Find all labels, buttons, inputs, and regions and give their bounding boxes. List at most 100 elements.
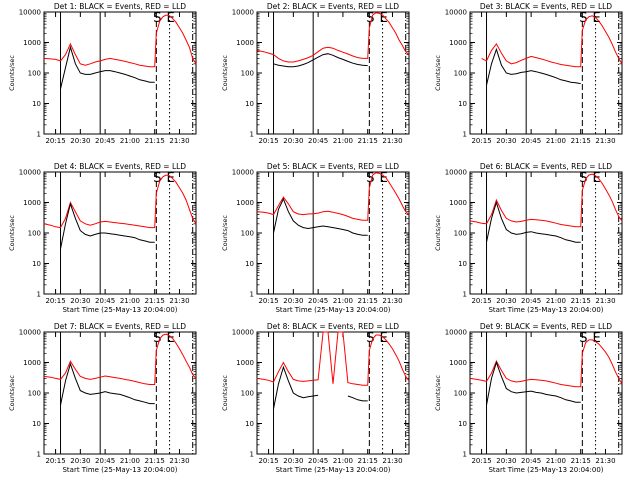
lld-series-line (43, 333, 197, 385)
y-tick-label: 1000 (449, 39, 467, 47)
y-tick-label: 1000 (449, 199, 467, 207)
x-tick-label: 20:45 (521, 137, 541, 145)
lld-series-line (256, 331, 410, 386)
detector-panel: Det 5: BLACK = Events, RED = LLD 1 10 100 10… (221, 162, 410, 314)
panel-title: Det 9: BLACK = Events, RED = LLD (480, 322, 612, 331)
lld-series-line (43, 174, 197, 229)
events-series-line (486, 360, 581, 406)
x-tick-label: 20:15 (471, 457, 491, 465)
x-tick-label: 21:00 (333, 457, 353, 465)
y-axis-label: Counts/sec (8, 215, 16, 251)
y-tick-label: 10000 (232, 169, 254, 177)
x-tick-label: 21:00 (120, 457, 140, 465)
x-tick-label: 20:45 (308, 137, 328, 145)
event-marker-label: S (579, 171, 587, 186)
events-series-line (486, 200, 581, 243)
x-tick-label: 21:00 (546, 297, 566, 305)
y-tick-label: 10000 (19, 9, 41, 17)
lld-series-line (43, 14, 197, 68)
y-tick-label: 10 (458, 420, 467, 428)
y-tick-label: 100 (28, 230, 41, 238)
plot-frame (256, 11, 410, 135)
x-axis-label: Start Time (25-May-13 20:04:00) (488, 306, 603, 314)
y-tick-label: 1000 (236, 359, 254, 367)
event-marker-label: S (579, 11, 587, 26)
detector-panel: Det 1: BLACK = Events, RED = LLD 1 10 100 10… (8, 2, 197, 145)
y-tick-label: 10000 (19, 169, 41, 177)
lld-series-line (256, 172, 410, 221)
x-axis-label: Start Time (25-May-13 20:04:00) (62, 466, 177, 474)
x-tick-label: 21:15 (571, 297, 591, 305)
y-tick-label: 10000 (445, 329, 467, 337)
x-tick-label: 21:00 (120, 297, 140, 305)
x-tick-label: 20:30 (70, 297, 90, 305)
x-tick-label: 21:30 (382, 297, 402, 305)
event-marker-label: S (153, 171, 161, 186)
x-tick-label: 21:15 (571, 137, 591, 145)
event-marker-label: E (379, 171, 387, 186)
y-tick-label: 100 (241, 70, 254, 78)
events-series-line (60, 202, 155, 249)
detector-panel: Det 3: BLACK = Events, RED = LLD 1 10 100 10… (434, 2, 623, 145)
y-tick-label: 1 (463, 451, 467, 459)
x-axis-label: Start Time (25-May-13 20:04:00) (488, 466, 603, 474)
y-tick-label: 1000 (236, 199, 254, 207)
plot-frame (469, 11, 623, 135)
x-tick-label: 20:30 (70, 457, 90, 465)
x-tick-label: 21:30 (169, 137, 189, 145)
detector-panel: Det 4: BLACK = Events, RED = LLD 1 10 100 10… (8, 162, 197, 314)
event-marker-label: S (153, 331, 161, 346)
x-tick-label: 20:15 (471, 297, 491, 305)
x-tick-label: 21:30 (169, 457, 189, 465)
x-tick-label: 20:30 (496, 137, 516, 145)
y-tick-label: 10 (245, 100, 254, 108)
panel-title: Det 2: BLACK = Events, RED = LLD (267, 2, 399, 11)
y-tick-label: 10 (245, 420, 254, 428)
x-tick-label: 20:45 (95, 297, 115, 305)
y-tick-label: 10 (32, 260, 41, 268)
event-marker-label: S (366, 331, 374, 346)
x-tick-label: 20:15 (45, 297, 65, 305)
x-tick-label: 21:00 (333, 137, 353, 145)
panel-title: Det 3: BLACK = Events, RED = LLD (480, 2, 612, 11)
panel-title: Det 8: BLACK = Events, RED = LLD (267, 322, 399, 331)
detector-panel: Det 2: BLACK = Events, RED = LLD 1 10 100 10… (221, 2, 410, 145)
panel-title: Det 6: BLACK = Events, RED = LLD (480, 162, 612, 171)
y-tick-label: 1000 (236, 39, 254, 47)
y-tick-label: 100 (454, 390, 467, 398)
detector-panel: Det 7: BLACK = Events, RED = LLD 1 10 100 10… (8, 322, 197, 474)
x-tick-label: 20:45 (308, 457, 328, 465)
y-tick-label: 1 (250, 451, 254, 459)
y-tick-label: 1 (37, 451, 41, 459)
x-tick-label: 21:15 (358, 457, 378, 465)
x-tick-label: 21:15 (145, 297, 165, 305)
x-tick-label: 21:30 (595, 137, 615, 145)
y-axis-label: Counts/sec (8, 55, 16, 91)
event-marker-label: E (592, 171, 600, 186)
x-tick-label: 21:15 (571, 457, 591, 465)
x-tick-label: 21:30 (169, 297, 189, 305)
x-tick-label: 20:30 (70, 137, 90, 145)
panel-title: Det 4: BLACK = Events, RED = LLD (54, 162, 186, 171)
y-axis-label: Counts/sec (221, 375, 229, 411)
y-axis-label: Counts/sec (434, 375, 442, 411)
panel-title: Det 1: BLACK = Events, RED = LLD (54, 2, 186, 11)
event-marker-label: E (166, 331, 174, 346)
x-tick-label: 20:45 (95, 137, 115, 145)
y-tick-label: 100 (241, 390, 254, 398)
y-tick-label: 1 (37, 131, 41, 139)
x-tick-label: 20:45 (521, 297, 541, 305)
event-marker-label: E (166, 171, 174, 186)
event-marker-label: E (166, 11, 174, 26)
y-tick-label: 1 (463, 131, 467, 139)
y-tick-label: 10 (32, 420, 41, 428)
y-tick-label: 10000 (232, 9, 254, 17)
y-tick-label: 100 (454, 70, 467, 78)
x-tick-label: 20:30 (496, 457, 516, 465)
y-axis-label: Counts/sec (221, 55, 229, 91)
x-tick-label: 21:30 (595, 297, 615, 305)
y-tick-label: 100 (28, 390, 41, 398)
plot-frame (43, 171, 197, 295)
y-axis-label: Counts/sec (434, 215, 442, 251)
x-tick-label: 20:45 (308, 297, 328, 305)
